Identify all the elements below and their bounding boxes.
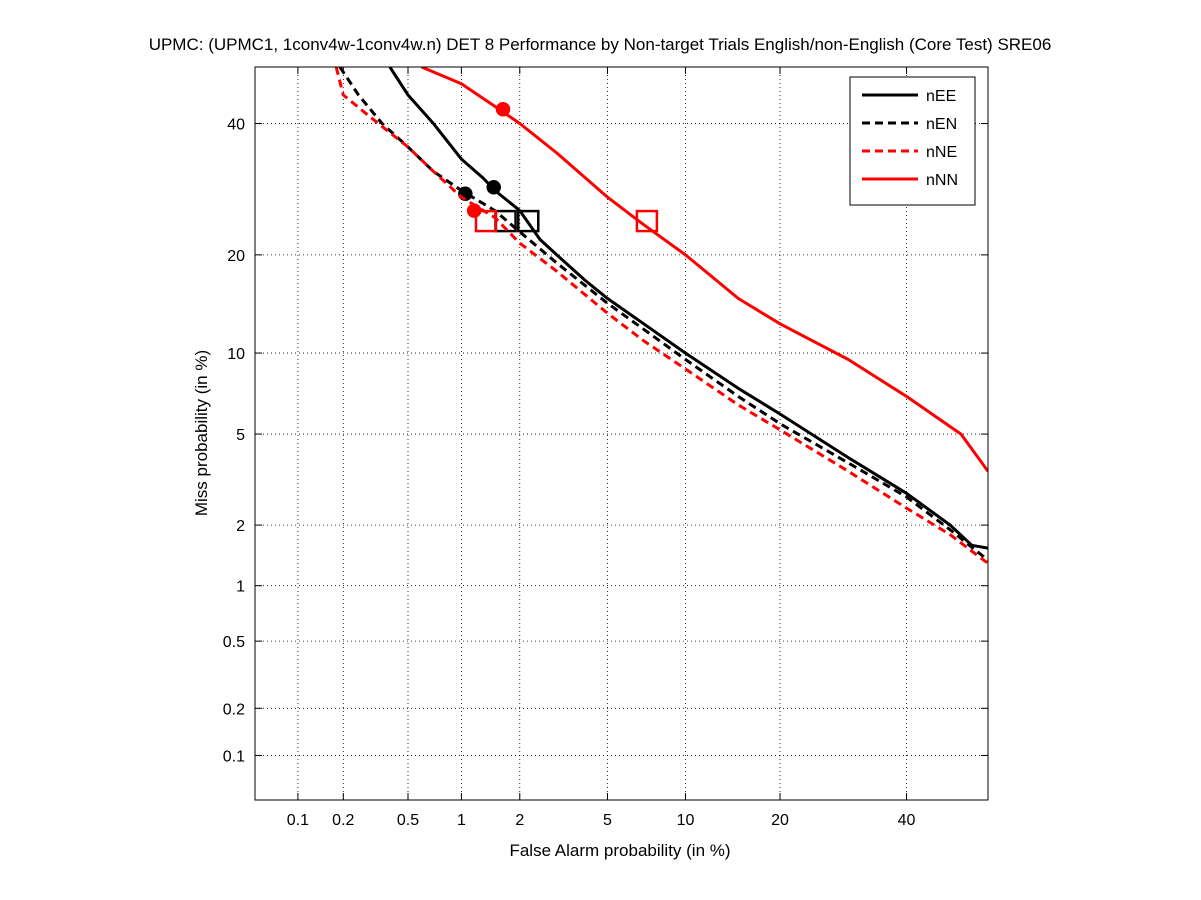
actual-dcf-marker-nnn	[635, 209, 659, 233]
series-line-nee	[388, 67, 988, 550]
y-tick-label: 0.5	[223, 634, 245, 651]
actual-dcf-marker-nne	[474, 209, 498, 233]
x-tick-label: 5	[603, 812, 612, 829]
series-line-nne	[334, 67, 988, 565]
plot-area-frame	[254, 66, 989, 801]
x-tick-label: 40	[898, 812, 916, 829]
y-tick-label: 0.1	[223, 748, 245, 765]
min-dcf-marker-nnn	[495, 101, 511, 117]
x-tick-label: 10	[677, 812, 695, 829]
axis-ticks: 0.1 0.2 0.5 1 2 5 10 20 40 0.1 0.2 0.5 1 2 5 10 20 40	[223, 67, 988, 829]
legend-label-nee: nEE	[926, 88, 956, 105]
x-tick-label: 1	[457, 812, 466, 829]
x-tick-label: 0.1	[287, 812, 309, 829]
legend-label-nne: nNE	[926, 144, 957, 161]
y-tick-label: 1	[236, 579, 245, 596]
x-tick-label: 20	[771, 812, 789, 829]
x-tick-label: 0.2	[332, 812, 354, 829]
legend-label-nen: nEN	[926, 116, 957, 133]
y-tick-label: 2	[236, 518, 245, 535]
y-axis-label: Miss probability (in %)	[192, 350, 211, 516]
chart-title: UPMC: (UPMC1, 1conv4w-1conv4w.n) DET 8 P…	[149, 35, 1052, 54]
legend-box	[849, 76, 976, 206]
y-tick-label: 10	[227, 346, 245, 363]
y-tick-label: 0.2	[223, 701, 245, 718]
plot-series	[334, 67, 988, 565]
actual-dcf-marker-nee	[517, 209, 540, 233]
legend-label-nnn: nNN	[926, 172, 958, 189]
x-axis-label: False Alarm probability (in %)	[509, 841, 730, 860]
y-tick-label: 40	[227, 117, 245, 134]
y-tick-label: 5	[236, 427, 245, 444]
legend: nEE nEN nNE nNN	[849, 76, 976, 206]
y-tick-label: 20	[227, 248, 245, 265]
min-dcf-marker-nee	[486, 180, 501, 195]
x-tick-label: 0.5	[397, 812, 419, 829]
series-line-nen	[338, 67, 988, 562]
x-tick-label: 2	[515, 812, 524, 829]
